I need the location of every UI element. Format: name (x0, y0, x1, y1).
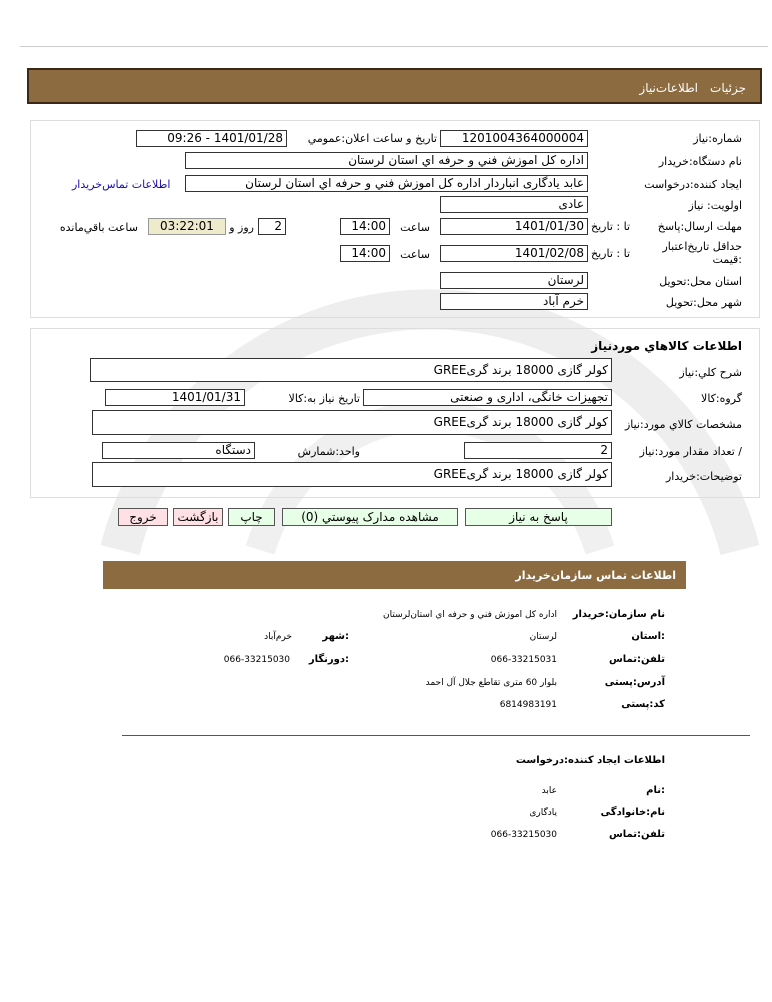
creator-family-name: یادگاری (529, 808, 557, 818)
creator-family-label: نام:خانوادگی (600, 807, 665, 818)
need-date-label: تاریخ نیاز به:کالا (288, 392, 360, 405)
need-panel (30, 120, 760, 318)
fax: 066-33215030 (223, 655, 290, 665)
province-label: استان محل:تحویل (659, 275, 742, 288)
address-label: آدرس:پستی (604, 677, 665, 688)
contact-divider (122, 735, 750, 736)
creator-label: ایجاد کننده:درخواست (644, 178, 742, 191)
deadline-time-label: ساعت (400, 221, 430, 234)
goods-title: اطلاعات کالاهاي موردنیاز (591, 339, 742, 353)
contact-title: اطلاعات تماس سازمان‌خریدار (515, 569, 676, 582)
view-attachments-button[interactable]: مشاهده مدارک پیوستي (0) (282, 508, 458, 526)
exit-button[interactable]: خروج (118, 508, 168, 526)
time-remaining-label: ساعت باقي‌مانده (59, 221, 138, 234)
province: لرستان (529, 632, 557, 642)
validity-to-date-label: تا : تاریخ (591, 246, 630, 260)
validity-date: 1401/02/08 (440, 245, 588, 262)
quantity: 2 (464, 442, 612, 459)
spec-label: مشخصات کالاي مورد:نیاز (624, 418, 742, 431)
desc-label: شرح کلي:نیاز (679, 366, 742, 379)
group-label: گروه:کالا (701, 392, 742, 405)
creator-name: عابد یادگاری انباردار اداره کل اموزش فني… (185, 175, 588, 192)
creator-phone-label: تلفن:تماس (608, 829, 665, 840)
announce-datetime: 1401/01/28 - 09:26 (136, 130, 287, 147)
deadline-label: مهلت ارسال:پاسخ (657, 220, 742, 233)
buyer-name: اداره کل اموزش فني و حرفه اي استان لرستا… (185, 152, 588, 169)
buyer-label: نام دستگاه:خریدار (658, 155, 742, 168)
phone: 066-33215031 (490, 655, 557, 665)
phone-label: تلفن:تماس (608, 654, 665, 665)
creator-name-label: :نام (646, 785, 665, 796)
delivery-city: خرم آباد (440, 293, 588, 310)
deadline-to-date-label: تا : تاریخ (591, 220, 630, 233)
org-name: اداره کل اموزش فني و حرفه اي استان‌لرستا… (383, 610, 557, 620)
address: بلوار 60 متری تقاطع جلال آل احمد (425, 678, 557, 688)
deadline-date: 1401/01/30 (440, 218, 588, 235)
postal-code: 6814983191 (499, 700, 557, 710)
province-label: :استان (631, 631, 665, 642)
unit: دستگاه (102, 442, 255, 459)
header-bar: جزئیات اطلاعات‌نیاز (27, 68, 762, 104)
postal-label: کد:پستی (621, 699, 665, 710)
qty-label: / تعداد مقدار مورد:نیاز (639, 445, 742, 458)
need-date: 1401/01/31 (105, 389, 245, 406)
buyer-contact-link[interactable]: اطلاعات تماس‌خریدار (72, 178, 171, 191)
need-number: 1201004364000004 (440, 130, 588, 147)
validity-time: 14:00 (340, 245, 390, 262)
general-description: کولر گازی 18000 برند گریGREE (90, 358, 612, 382)
buyer-notes: کولر گازی 18000 برند گریGREE (92, 462, 612, 487)
deadline-time: 14:00 (340, 218, 390, 235)
priority-label: اولویت: نیاز (688, 199, 742, 212)
announce-label: تاریخ و ساعت اعلان:عمومي (307, 132, 437, 145)
fax-label: :دورنگار (308, 654, 349, 665)
priority: عادی (440, 196, 588, 213)
goods-spec: کولر گازی 18000 برند گریGREE (92, 410, 612, 435)
days-remaining: 2 (258, 218, 286, 235)
reply-button[interactable]: پاسخ به نیاز (465, 508, 612, 526)
days-label: روز و (229, 221, 254, 234)
city-label: :شهر (322, 631, 349, 642)
print-button[interactable]: چاپ (228, 508, 275, 526)
notes-label: توضیحات:خریدار (666, 470, 742, 483)
creator-first-name: عابد (541, 786, 557, 796)
unit-label: واحد:شمارش (297, 445, 360, 458)
city-label: شهر محل:تحویل (665, 296, 742, 309)
validity-label-group: حداقل تاریخ‌اعتبار :قیمت تا : تاریخ (591, 238, 742, 268)
validity-label: حداقل تاریخ‌اعتبار :قیمت (662, 240, 742, 266)
top-divider (20, 46, 768, 47)
need-number-label: شماره:نیاز (693, 132, 742, 145)
creator-info-title: اطلاعات ایجاد کننده:درخواست (515, 755, 665, 766)
goods-group: تجهیزات خانگی، اداری و صنعتی (363, 389, 612, 406)
contact-header-bar: اطلاعات تماس سازمان‌خریدار (103, 561, 686, 589)
goods-panel (30, 328, 760, 498)
validity-time-label: ساعت (400, 248, 430, 261)
tab-need-info[interactable]: اطلاعات‌نیاز (639, 81, 698, 95)
creator-phone: 066-33215030 (490, 830, 557, 840)
tab-details[interactable]: جزئیات (710, 81, 746, 95)
city: خرم‌آباد (264, 632, 292, 642)
time-remaining: 03:22:01 (148, 218, 226, 235)
org-label: نام سازمان:خریدار (572, 609, 665, 620)
back-button[interactable]: بازگشت (173, 508, 223, 526)
deadline-label-group: مهلت ارسال:پاسخ تا : تاریخ (591, 218, 742, 235)
delivery-province: لرستان (440, 272, 588, 289)
